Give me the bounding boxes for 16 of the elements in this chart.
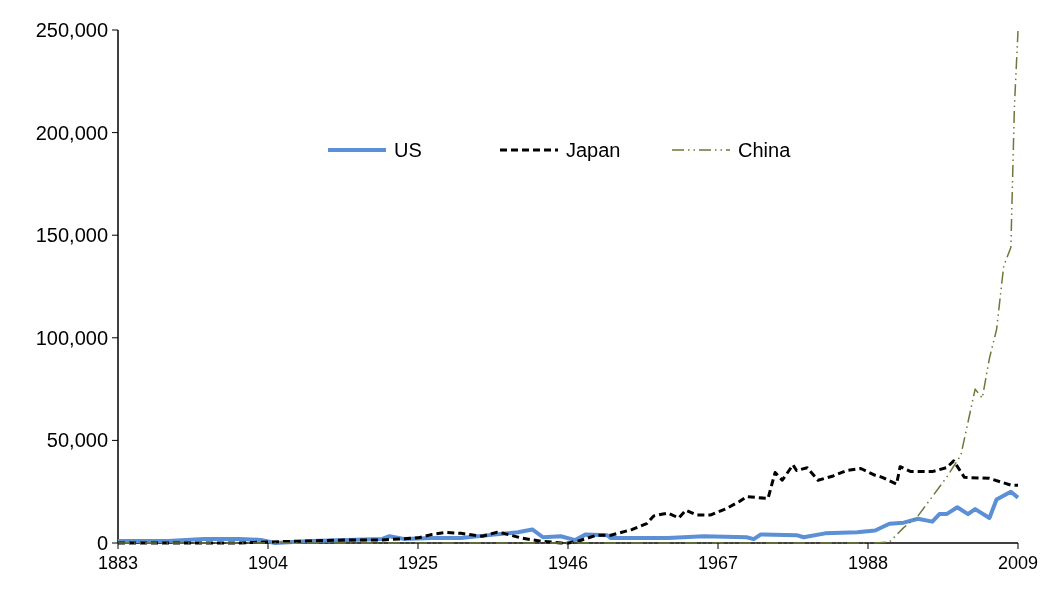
x-tick-label: 1925 xyxy=(397,553,439,573)
legend-label: US xyxy=(394,139,422,161)
x-tick-label: 2009 xyxy=(997,553,1039,573)
x-tick-label: 1967 xyxy=(697,553,739,573)
y-tick-label: 100,000 xyxy=(35,326,108,349)
x-tick-label: 1946 xyxy=(547,553,589,573)
x-tick-label: 1988 xyxy=(847,553,889,573)
legend-label: China xyxy=(738,139,792,161)
y-tick-label: 200,000 xyxy=(35,121,108,144)
y-tick-label: 150,000 xyxy=(35,224,108,247)
x-tick-label: 1904 xyxy=(247,553,289,573)
legend-label: Japan xyxy=(566,139,621,161)
y-tick-label: 0 xyxy=(96,532,108,554)
x-tick-label: 1883 xyxy=(97,553,139,573)
y-tick-label: 50,000 xyxy=(46,429,108,452)
y-tick-label: 250,000 xyxy=(35,19,108,41)
